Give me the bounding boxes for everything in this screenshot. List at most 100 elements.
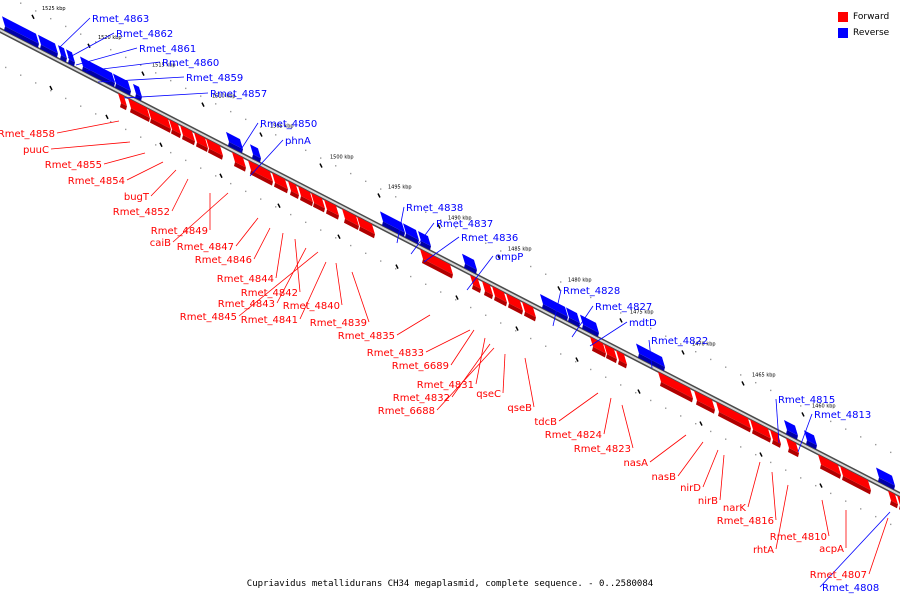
svg-text:Rmet_4828: Rmet_4828 [563,286,620,297]
svg-text:Rmet_4846: Rmet_4846 [195,255,252,266]
legend: Forward Reverse [838,9,889,41]
forward-gene-arrow [272,172,289,194]
forward-gene-arrow [616,350,628,369]
label-forward: Rmet_4839 [310,271,370,329]
label-reverse: Rmet_4808 [819,511,891,594]
scale-tick [557,286,561,291]
svg-text:nirB: nirB [698,496,718,507]
map-caption: Cupriavidus metallidurans CH34 megaplasm… [246,579,654,589]
label-forward: narK [723,461,761,514]
svg-text:Rmet_4854: Rmet_4854 [68,176,125,187]
label-forward: Rmet_4852 [113,178,189,218]
label-reverse: Rmet_4857 [123,89,267,100]
forward-gene-arrow [232,151,247,172]
svg-text:Rmet_4845: Rmet_4845 [180,312,237,323]
scale-label: 1500 kbp [330,155,354,161]
svg-text:nirD: nirD [680,483,701,494]
label-forward: caiB [150,192,229,249]
label-reverse: Rmet_4862 [67,29,173,59]
scale-label: 1465 kbp [752,372,776,378]
svg-text:narK: narK [723,503,747,514]
scale-tick [105,114,109,120]
svg-text:Rmet_4836: Rmet_4836 [461,233,518,244]
svg-text:bugT: bugT [124,192,150,203]
label-forward: nasB [651,441,704,483]
scale-tick [819,483,823,488]
label-forward: Rmet_4854 [68,161,164,187]
label-forward: Rmet_4846 [195,227,271,266]
reverse-gene-arrow [540,293,569,321]
forward-gene-arrow [590,336,607,358]
reverse-gene-arrow [403,223,420,244]
scale-tick [201,102,205,107]
scale-tick [259,132,263,137]
label-forward: Rmet_4849 [151,193,211,237]
forward-gene-arrow [148,108,172,133]
svg-text:phnA: phnA [285,136,311,147]
forward-gene-arrow [357,216,376,239]
label-forward: nirD [680,449,719,494]
label-forward: Rmet_4832 [393,343,491,404]
svg-text:puuC: puuC [23,145,49,156]
scale-tick [219,173,223,179]
label-forward: Rmet_4842 [241,238,301,299]
scale-tick [277,203,281,209]
forward-gene-arrow [128,98,151,123]
svg-text:Rmet_4849: Rmet_4849 [151,226,208,237]
label-forward: Rmet_4823 [574,404,634,455]
svg-text:Rmet_4831: Rmet_4831 [417,380,474,391]
forward-gene-arrow [206,138,224,160]
label-forward: Rmet_6689 [392,329,475,372]
svg-text:Rmet_4824: Rmet_4824 [545,430,602,441]
scale-label: 1495 kbp [388,184,412,190]
label-forward: nirB [698,454,725,507]
svg-text:tdcB: tdcB [534,417,557,428]
svg-text:Rmet_4841: Rmet_4841 [241,315,298,326]
scale-tick [49,85,53,91]
svg-text:rhtA: rhtA [753,545,774,556]
label-forward: nasA [623,434,687,469]
label-forward: qseB [507,357,535,414]
forward-gene-arrow [506,293,524,315]
svg-text:Rmet_4842: Rmet_4842 [241,288,298,299]
scale-label: 1485 kbp [508,246,532,252]
label-reverse: Rmet_4822 [648,336,708,369]
svg-text:Rmet_4822: Rmet_4822 [651,336,708,347]
reverse-gene-arrow [418,230,432,251]
svg-text:nasB: nasB [651,472,676,483]
label-reverse: Rmet_4837 [410,219,493,255]
label-forward: Rmet_6688 [378,347,495,417]
forward-gene-arrow [604,344,618,364]
svg-text:Rmet_4855: Rmet_4855 [45,160,102,171]
label-reverse: phnA [249,136,311,177]
forward-swatch [838,12,848,22]
label-forward: Rmet_4843 [218,247,307,310]
forward-gene-arrow [118,93,128,111]
label-reverse: Rmet_4860 [85,58,219,72]
reverse-gene-arrow [566,307,581,328]
scale-tick [455,295,459,300]
legend-reverse: Reverse [838,25,889,41]
label-forward: tdcB [534,392,599,428]
scale-label: 1520 kbp [98,35,122,41]
scale-tick [619,318,623,323]
reverse-gene-arrow [113,73,132,96]
forward-gene-arrow [770,429,782,448]
reverse-gene-arrow [784,419,799,440]
scale-tick [515,326,519,331]
forward-gene-arrow [420,249,454,279]
svg-text:Rmet_6689: Rmet_6689 [392,361,449,372]
reverse-gene-arrow [58,45,68,63]
label-forward: bugT [124,169,177,203]
label-reverse: Rmet_4815 [775,395,835,444]
svg-text:Rmet_4832: Rmet_4832 [393,393,450,404]
label-forward: Rmet_4807 [810,517,889,581]
svg-text:Rmet_4838: Rmet_4838 [406,203,463,214]
forward-gene-arrow [888,490,899,509]
svg-text:Rmet_4808: Rmet_4808 [822,583,879,594]
svg-text:Rmet_4857: Rmet_4857 [210,89,267,100]
forward-gene-arrow [324,199,340,220]
label-forward: Rmet_4840 [283,262,343,312]
reverse-gene-arrow [2,16,40,48]
svg-text:Rmet_4835: Rmet_4835 [338,331,395,342]
